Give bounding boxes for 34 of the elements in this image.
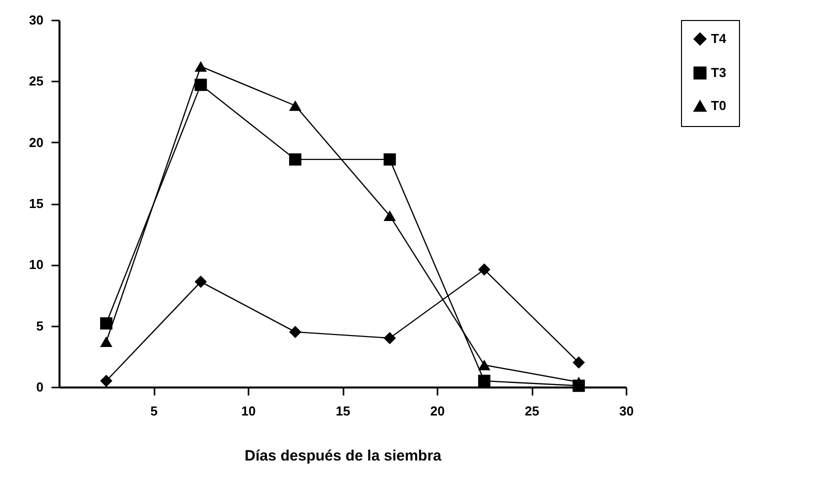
x-tick-label: 25 <box>524 404 540 418</box>
y-tick-label: 10 <box>29 257 44 272</box>
point <box>478 360 490 370</box>
point <box>100 336 112 348</box>
x-tick-label: 30 <box>619 404 634 418</box>
point <box>194 61 207 72</box>
point <box>478 374 490 388</box>
y-tick-label: 30 <box>29 12 44 28</box>
point <box>194 276 207 288</box>
y-tick-label: 15 <box>29 196 44 211</box>
x-tick-label: 5 <box>150 404 158 418</box>
point <box>572 356 585 369</box>
point <box>478 263 490 276</box>
point <box>572 380 585 392</box>
y-tick-label: 20 <box>29 134 44 150</box>
point <box>384 153 396 166</box>
y-tick-label: 5 <box>36 318 44 334</box>
legend-label: T4 <box>711 31 727 46</box>
point <box>100 374 112 388</box>
point <box>194 78 207 91</box>
x-axis-title: Días después de la siembra <box>244 448 442 464</box>
y-tick-label: 25 <box>29 74 44 89</box>
point <box>384 210 396 222</box>
point <box>100 317 112 330</box>
point <box>289 100 302 111</box>
x-tick-label: 20 <box>430 404 445 418</box>
x-tick-label: 15 <box>336 404 350 418</box>
x-tick-label: 10 <box>241 404 256 418</box>
point <box>384 332 396 344</box>
legend-label: T0 <box>711 98 726 113</box>
point <box>289 326 302 338</box>
point <box>289 153 302 166</box>
y-tick-label: 0 <box>36 380 44 394</box>
legend-label: T3 <box>711 65 726 80</box>
